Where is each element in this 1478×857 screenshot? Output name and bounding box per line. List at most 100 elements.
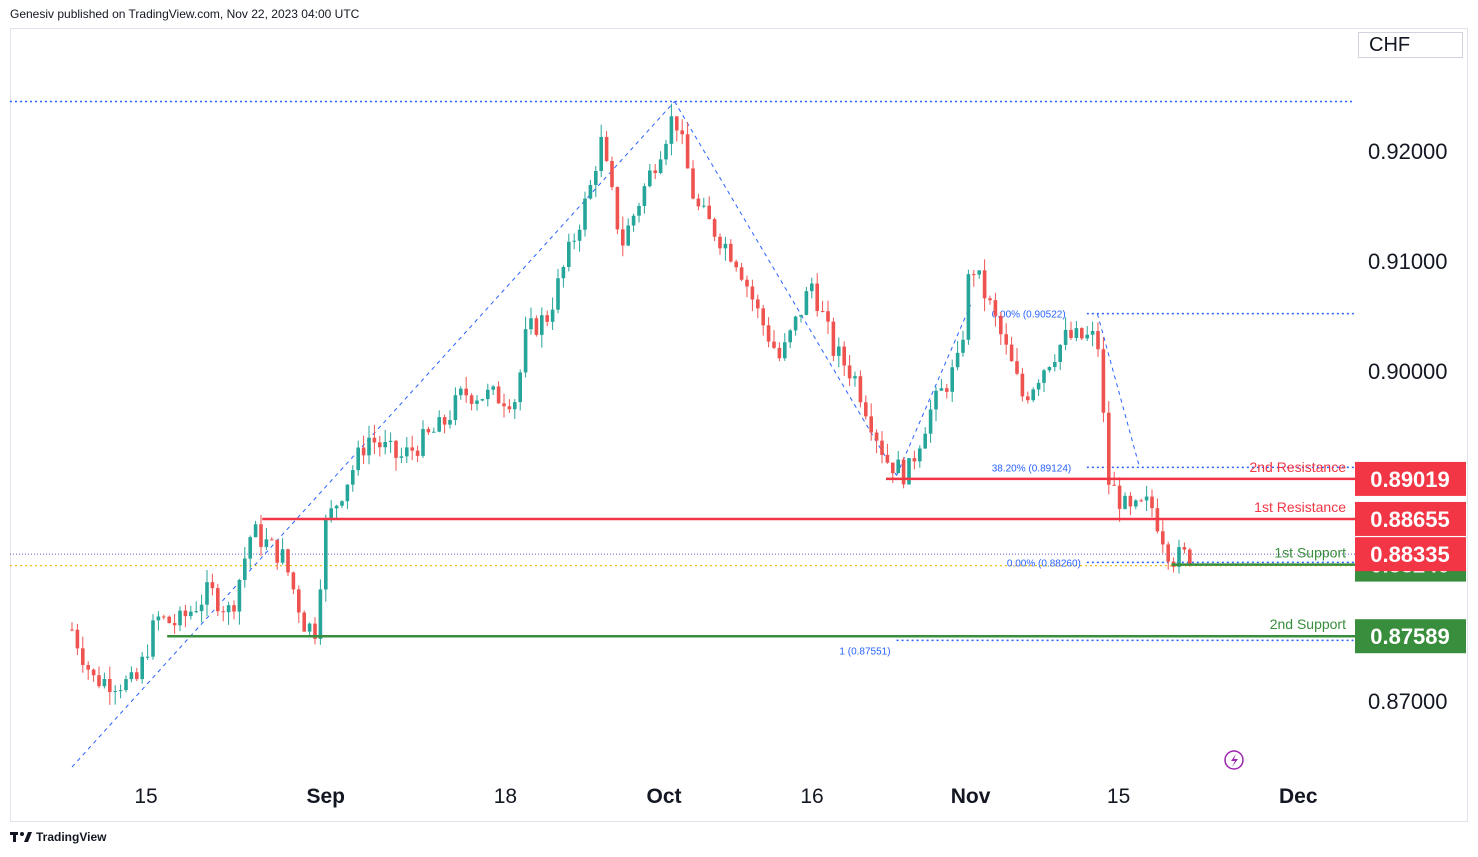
fib-swing-line xyxy=(674,101,898,476)
candle-body xyxy=(1166,544,1170,562)
candle-body xyxy=(108,679,112,693)
candle-body xyxy=(577,229,582,241)
candle-body xyxy=(410,447,414,451)
candle-body xyxy=(475,400,479,404)
level-name: 2nd Support xyxy=(1270,616,1346,632)
footer: TradingView xyxy=(10,830,106,844)
candle-body xyxy=(648,170,652,187)
candle-body xyxy=(162,616,166,618)
candle-body xyxy=(237,579,242,612)
candle-body xyxy=(869,416,873,433)
candle-body xyxy=(1123,495,1127,509)
candle-body xyxy=(745,279,749,287)
candle-body xyxy=(1063,329,1068,345)
level-name: 2nd Resistance xyxy=(1249,459,1346,475)
candle-body xyxy=(329,508,333,520)
candle-body xyxy=(399,456,404,458)
candle-body xyxy=(270,539,274,541)
candle-body xyxy=(1031,389,1035,401)
candle-body xyxy=(1161,531,1165,545)
candle-body xyxy=(696,198,701,207)
candle-body xyxy=(529,318,533,330)
candle-body xyxy=(189,611,193,617)
candle-body xyxy=(550,309,555,322)
candle-body xyxy=(221,611,225,613)
candle-body xyxy=(847,365,852,379)
candle-body xyxy=(135,672,139,680)
candle-body xyxy=(723,243,728,249)
candle-body xyxy=(820,310,825,312)
candle-body xyxy=(1112,484,1116,486)
candle-body xyxy=(631,215,636,226)
x-tick-label: 15 xyxy=(134,785,157,808)
candle-body xyxy=(361,447,366,456)
candle-body xyxy=(1053,362,1057,368)
candle-body xyxy=(966,274,971,340)
candle-body xyxy=(664,143,668,160)
lightning-bolt-icon xyxy=(1231,754,1238,767)
candle-body xyxy=(729,243,733,262)
currency-label[interactable]: CHF xyxy=(1358,32,1463,58)
candle-body xyxy=(75,629,80,649)
x-tick-label: 16 xyxy=(800,785,823,808)
candle-body xyxy=(1042,370,1046,383)
candle-body xyxy=(199,604,204,612)
candle-body xyxy=(459,388,463,396)
candle-body xyxy=(874,432,879,441)
candle-body xyxy=(183,610,188,617)
candle-body xyxy=(102,679,107,687)
candle-body xyxy=(567,241,571,268)
candle-body xyxy=(356,447,360,471)
candle-body xyxy=(756,299,760,309)
candle-body xyxy=(993,300,998,316)
candle-body xyxy=(426,428,431,433)
candle-body xyxy=(961,339,965,353)
candle-body xyxy=(939,388,944,391)
candle-body xyxy=(626,225,630,246)
candle-body xyxy=(448,419,452,425)
candle-body xyxy=(248,537,252,559)
candle-body xyxy=(831,321,836,356)
candle-body xyxy=(777,347,782,359)
candle-body xyxy=(113,691,117,693)
candle-body xyxy=(923,433,927,449)
candle-body xyxy=(118,690,123,692)
candle-body xyxy=(1150,496,1154,509)
candle-body xyxy=(210,582,215,589)
candle-body xyxy=(761,308,765,326)
candle-body xyxy=(491,386,495,390)
candle-body xyxy=(982,270,987,299)
candle-body xyxy=(615,187,620,230)
candle-body xyxy=(734,261,738,268)
candle-body xyxy=(259,524,263,547)
candle-body xyxy=(324,519,328,590)
candle-body xyxy=(205,582,209,605)
candle-body xyxy=(788,330,792,343)
candle-body xyxy=(988,298,992,301)
candle-body xyxy=(685,134,690,169)
candle-body xyxy=(437,417,441,432)
candle-body xyxy=(637,205,641,216)
candle-body xyxy=(977,270,981,275)
candle-body xyxy=(572,240,576,242)
candle-body xyxy=(405,447,409,457)
candle-body xyxy=(372,437,377,443)
price-tag-box xyxy=(1355,619,1466,654)
candle-body xyxy=(669,116,674,144)
candle-body xyxy=(1058,344,1062,363)
candle-body xyxy=(1085,334,1089,339)
candle-body xyxy=(799,314,803,317)
fib-label: 0.00% (0.88260) xyxy=(1007,558,1081,569)
candle-body xyxy=(378,442,382,448)
candle-body xyxy=(540,315,544,335)
candle-body xyxy=(594,171,598,185)
candle-body xyxy=(518,372,522,403)
candle-body xyxy=(842,346,846,366)
candle-body xyxy=(1015,361,1019,374)
candle-body xyxy=(432,431,436,433)
candle-body xyxy=(1134,500,1138,507)
candle-body xyxy=(1107,412,1111,485)
candle-body xyxy=(583,198,587,230)
candle-body xyxy=(307,623,312,632)
